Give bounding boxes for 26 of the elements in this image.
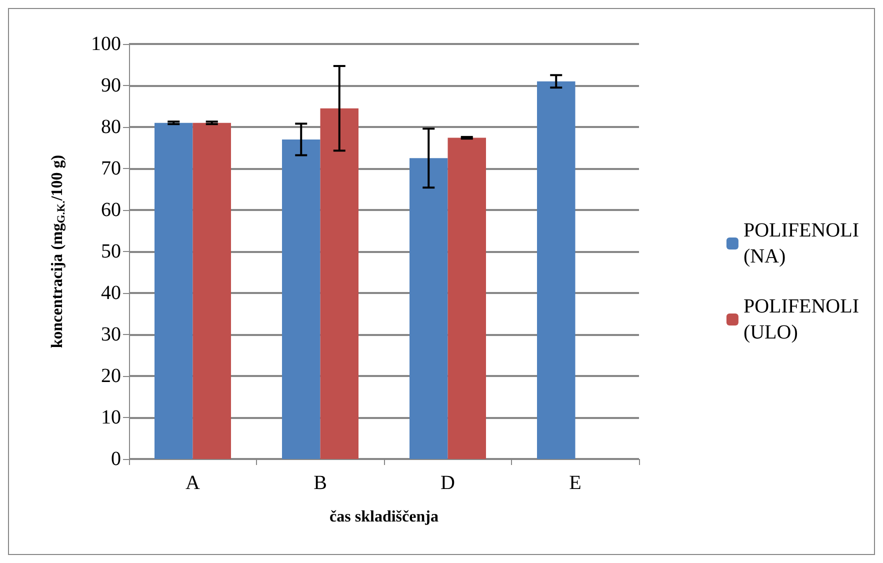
bar: [320, 108, 358, 459]
y-tick-label: 70: [101, 158, 121, 180]
bar: [410, 158, 448, 459]
y-tick-label: 40: [101, 282, 121, 304]
x-tick-label: D: [440, 472, 455, 494]
y-tick-label: 0: [111, 448, 121, 470]
x-tick-label: A: [186, 472, 201, 494]
legend-label: POLIFENOLI (NA): [743, 220, 859, 268]
y-axis-title: koncentracija (mgG.K./100 g): [49, 154, 68, 348]
bar: [192, 122, 231, 459]
x-axis-title: čas skladiščenja: [330, 508, 438, 526]
y-tick-label: 60: [101, 199, 121, 221]
bar: [448, 138, 486, 459]
y-tick-label: 90: [101, 74, 121, 96]
y-tick-label: 20: [101, 365, 121, 387]
y-tick-label: 80: [101, 116, 121, 138]
y-tick-label: 100: [91, 33, 121, 55]
bar: [154, 122, 193, 459]
legend-label: POLIFENOLI (ULO): [743, 296, 859, 344]
y-tick-label: 30: [101, 324, 121, 346]
y-tick-label: 10: [101, 406, 121, 428]
y-tick-label: 50: [101, 240, 121, 262]
x-tick-label: B: [314, 472, 327, 494]
bar: [537, 81, 576, 459]
bar: [282, 139, 320, 459]
x-tick-label: E: [569, 472, 582, 494]
